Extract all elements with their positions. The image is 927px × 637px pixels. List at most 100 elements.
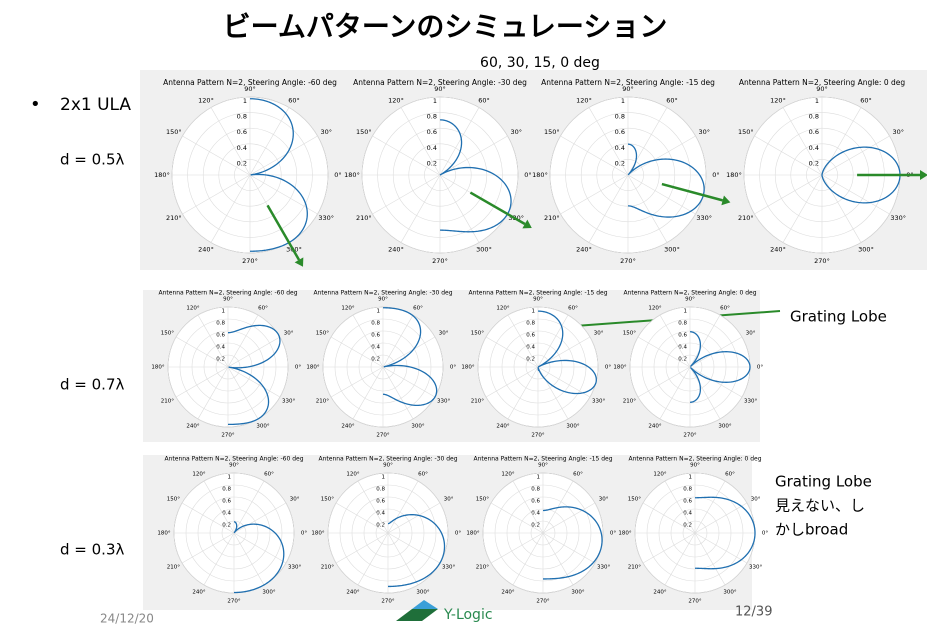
angle-label: 300° — [718, 423, 731, 429]
plot-title: Antenna Pattern N=2, Steering Angle: -30… — [353, 78, 527, 87]
grid-spoke — [335, 532, 389, 564]
angle-label: 270° — [432, 257, 448, 265]
angle-label: 300° — [664, 245, 680, 253]
grid-spoke — [689, 366, 721, 420]
angle-label: 120° — [576, 97, 592, 105]
grid-spoke — [694, 532, 726, 586]
angle-label: 270° — [683, 433, 696, 439]
radial-tick-label: 0.2 — [526, 357, 535, 363]
angle-label: 180° — [154, 171, 170, 179]
grid-spoke — [588, 174, 629, 243]
angle-label: 180° — [532, 171, 548, 179]
plot-title: Antenna Pattern N=2, Steering Angle: 0 d… — [628, 456, 761, 463]
steer-arrow — [469, 191, 526, 226]
grid-spoke — [197, 314, 229, 368]
angle-label: 150° — [356, 128, 372, 136]
angle-label: 120° — [501, 472, 514, 478]
angle-label: 240° — [192, 589, 205, 595]
logo-mark — [412, 600, 438, 609]
grid-spoke — [537, 366, 591, 398]
grid-spoke — [203, 532, 235, 586]
angle-label: 240° — [346, 589, 359, 595]
radial-tick-label: 0.6 — [526, 333, 535, 339]
logo-mark — [396, 609, 438, 621]
radial-tick-label: 0.2 — [678, 357, 687, 363]
grid-spoke — [694, 502, 748, 534]
angle-label: 0° — [610, 531, 616, 537]
grid-spoke — [233, 532, 265, 586]
bullet: 2x1 ULA — [60, 95, 131, 115]
angle-label: 210° — [321, 565, 334, 571]
grid-spoke — [227, 366, 281, 398]
angle-label: 120° — [186, 306, 199, 312]
radial-tick-label: 0.2 — [531, 523, 540, 529]
radial-tick-label: 0.4 — [237, 144, 247, 152]
angle-label: 60° — [860, 97, 872, 105]
angle-label: 150° — [476, 497, 489, 503]
angle-label: 270° — [814, 257, 830, 265]
grid-spoke — [249, 107, 290, 176]
angle-label: 60° — [288, 97, 300, 105]
grid-spoke — [387, 480, 419, 534]
grid-spoke — [642, 502, 696, 534]
grid-spoke — [382, 336, 436, 368]
angle-label: 30° — [599, 497, 609, 503]
radial-tick-label: 0.8 — [615, 113, 625, 121]
radial-tick-label: 0.8 — [376, 487, 385, 493]
angle-label: 0° — [524, 171, 531, 179]
angle-label: 90° — [685, 297, 695, 303]
grid-spoke — [227, 336, 281, 368]
radial-tick-label: 0.4 — [376, 511, 385, 517]
grid-spoke — [227, 366, 259, 420]
radial-tick-label: 0.6 — [237, 128, 247, 136]
angle-label: 60° — [258, 306, 268, 312]
subtitle: 60, 30, 15, 0 deg — [480, 55, 600, 71]
radial-tick-label: 0.2 — [237, 159, 247, 167]
angle-label: 150° — [321, 497, 334, 503]
beam-pattern — [388, 514, 446, 588]
radial-tick-label: 0.8 — [371, 321, 380, 327]
radial-tick-label: 0.2 — [809, 159, 819, 167]
radial-tick-label: 1 — [243, 97, 247, 105]
grid-spoke — [400, 107, 441, 176]
grid-spoke — [637, 366, 691, 398]
angle-label: 210° — [623, 399, 636, 405]
plot-title: Antenna Pattern N=2, Steering Angle: 0 d… — [623, 290, 756, 297]
grid-spoke — [387, 532, 419, 586]
grid-spoke — [203, 480, 235, 534]
angle-label: 240° — [648, 423, 661, 429]
grid-spoke — [659, 314, 691, 368]
angle-label: 180° — [461, 365, 474, 371]
grid-spoke — [439, 135, 508, 176]
plot-title: Antenna Pattern N=2, Steering Angle: -15… — [469, 290, 608, 297]
plot-title: Antenna Pattern N=2, Steering Angle: -15… — [474, 456, 613, 463]
grid-spoke — [382, 314, 414, 368]
grid-spoke — [197, 366, 229, 420]
angle-label: 90° — [816, 85, 828, 93]
grid-spoke — [694, 532, 748, 564]
angle-label: 330° — [890, 214, 906, 222]
row-label: d = 0.5λ — [60, 151, 124, 169]
grid-spoke — [821, 135, 890, 176]
angle-label: 30° — [510, 128, 522, 136]
angle-label: 180° — [618, 531, 631, 537]
radial-tick-label: 0.8 — [216, 321, 225, 327]
angle-label: 180° — [157, 531, 170, 537]
beam-pattern — [233, 521, 285, 594]
annotation: Grating Lobe — [790, 308, 887, 326]
angle-label: 30° — [892, 128, 904, 136]
grid-spoke — [627, 174, 668, 243]
grid-spoke — [227, 314, 259, 368]
angle-label: 180° — [726, 171, 742, 179]
angle-label: 60° — [478, 97, 490, 105]
angle-label: 90° — [244, 85, 256, 93]
angle-label: 210° — [738, 214, 754, 222]
radial-tick-label: 0.4 — [809, 144, 819, 152]
angle-label: 270° — [620, 257, 636, 265]
angle-label: 240° — [576, 245, 592, 253]
angle-label: 0° — [757, 365, 763, 371]
angle-label: 90° — [533, 297, 543, 303]
radial-tick-label: 0.6 — [427, 128, 437, 136]
angle-label: 240° — [186, 423, 199, 429]
angle-label: 180° — [151, 365, 164, 371]
